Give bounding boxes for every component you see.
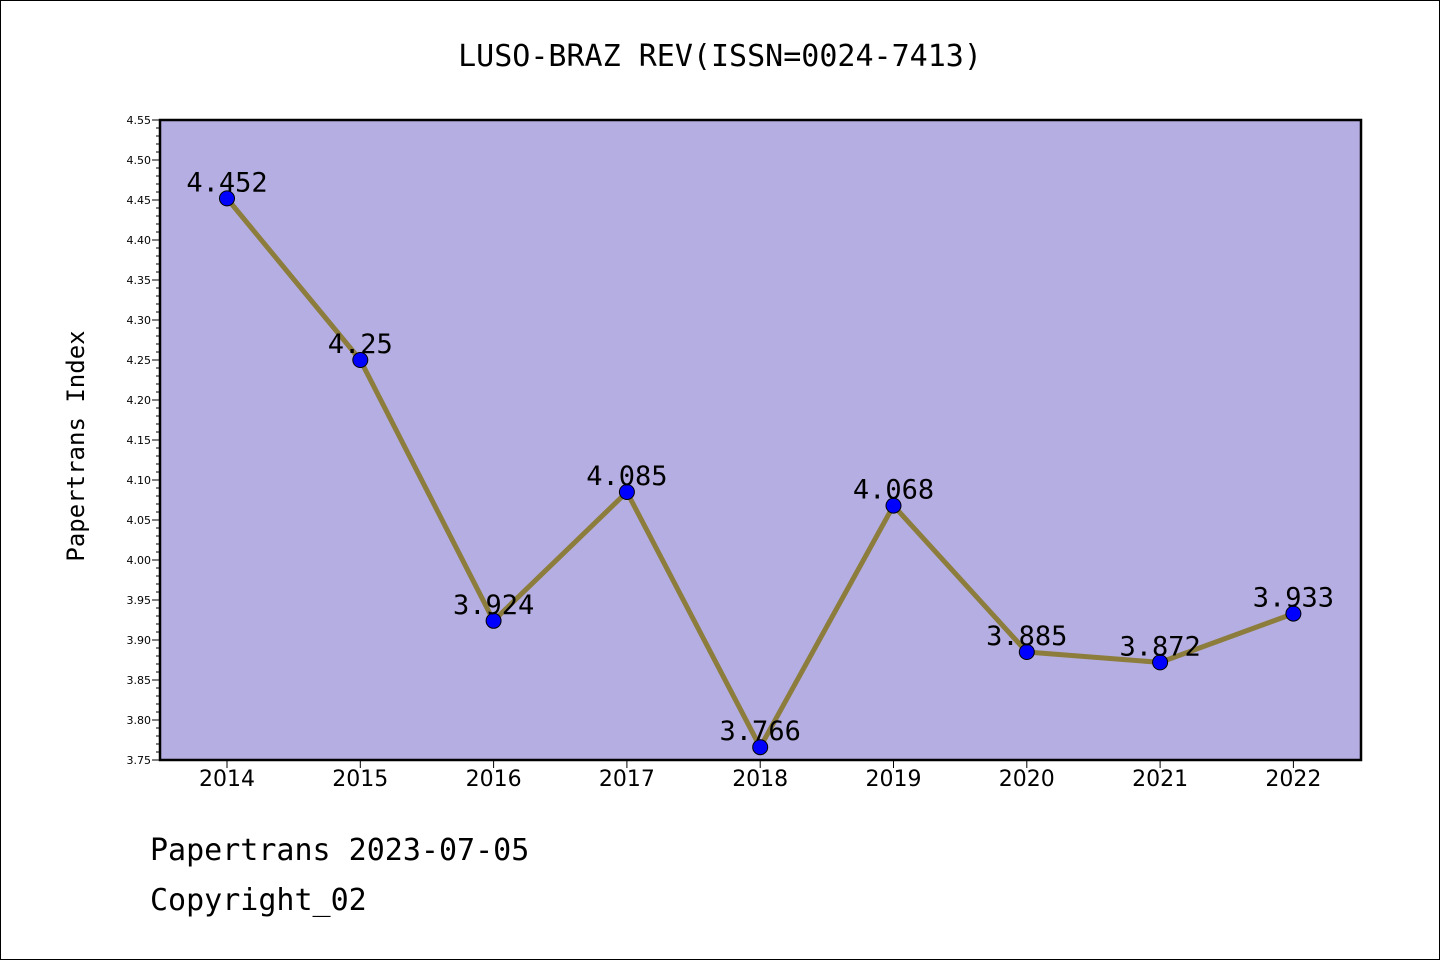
y-tick-label: 3.80 <box>127 714 152 727</box>
y-tick-label: 4.20 <box>127 394 152 407</box>
data-label: 3.933 <box>1253 583 1334 614</box>
y-tick-label: 3.95 <box>127 594 152 607</box>
x-tick-label: 2018 <box>732 767 788 792</box>
y-tick-label: 4.35 <box>127 274 152 287</box>
y-tick-label: 4.05 <box>127 514 152 527</box>
x-tick-label: 2017 <box>599 767 655 792</box>
y-tick-label: 4.30 <box>127 314 152 327</box>
x-tick-label: 2015 <box>332 767 388 792</box>
y-tick-label: 4.55 <box>127 114 152 127</box>
data-label: 3.924 <box>453 590 534 621</box>
y-tick-label: 4.50 <box>127 154 152 167</box>
x-tick-label: 2016 <box>466 767 522 792</box>
data-label: 3.872 <box>1119 631 1200 662</box>
y-tick-label: 4.10 <box>127 474 152 487</box>
data-labels: 4.452 4.25 3.924 4.085 3.766 4.068 3.885 3.872 3… <box>186 167 1334 747</box>
y-axis: 3.75 3.80 3.85 3.90 3.95 4.00 4.05 4.10 4.15 4.20… <box>127 114 160 767</box>
x-tick-label: 2019 <box>866 767 922 792</box>
x-tick-label: 2022 <box>1265 767 1321 792</box>
y-tick-label: 3.90 <box>127 634 152 647</box>
y-tick-label: 4.25 <box>127 354 152 367</box>
data-label: 4.452 <box>186 167 267 198</box>
data-point <box>352 352 369 368</box>
y-axis-label: Papertrans Index <box>62 330 90 561</box>
data-label: 4.25 <box>328 329 393 360</box>
footer-copyright: Copyright_02 <box>150 883 367 918</box>
x-axis: 2014 2015 2016 2017 2018 2019 2020 2021 2022 <box>199 760 1321 792</box>
x-tick-label: 2020 <box>999 767 1055 792</box>
data-label: 3.885 <box>986 621 1067 652</box>
data-point <box>618 484 635 500</box>
data-label: 4.068 <box>853 475 934 506</box>
y-tick-label: 3.75 <box>127 754 152 767</box>
x-tick-label: 2021 <box>1132 767 1188 792</box>
plot-border <box>158 118 1363 762</box>
data-points <box>219 190 1302 756</box>
data-label: 3.766 <box>720 716 801 747</box>
x-tick-label: 2014 <box>199 767 255 792</box>
data-point <box>485 612 502 629</box>
y-tick-label: 3.85 <box>127 674 152 687</box>
data-point <box>1018 644 1035 660</box>
data-point <box>752 739 769 756</box>
data-point <box>219 190 235 207</box>
plot-area <box>160 120 1361 760</box>
data-point <box>885 497 902 514</box>
data-label: 4.085 <box>586 461 667 492</box>
y-tick-label: 4.00 <box>127 554 152 567</box>
y-tick-label: 4.40 <box>127 234 152 247</box>
chart-title: LUSO-BRAZ REV(ISSN=0024-7413) <box>458 39 982 74</box>
footer-source: Papertrans 2023-07-05 <box>150 833 530 868</box>
data-point <box>1152 654 1169 671</box>
data-point <box>1285 605 1302 622</box>
y-tick-label: 4.45 <box>127 194 152 207</box>
y-tick-label: 4.15 <box>127 434 152 447</box>
